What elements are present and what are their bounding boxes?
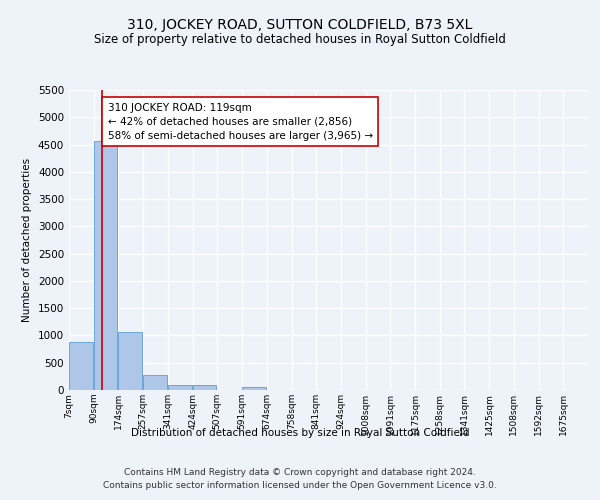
Text: Size of property relative to detached houses in Royal Sutton Coldfield: Size of property relative to detached ho… [94, 32, 506, 46]
Text: Distribution of detached houses by size in Royal Sutton Coldfield: Distribution of detached houses by size … [131, 428, 469, 438]
Y-axis label: Number of detached properties: Number of detached properties [22, 158, 32, 322]
Bar [193, 385, 217, 390]
Bar [242, 386, 266, 390]
Bar [143, 374, 167, 390]
Text: Contains public sector information licensed under the Open Government Licence v3: Contains public sector information licen… [103, 482, 497, 490]
Bar [118, 332, 142, 390]
Bar [94, 142, 118, 390]
Bar [168, 385, 192, 390]
Text: 310 JOCKEY ROAD: 119sqm
← 42% of detached houses are smaller (2,856)
58% of semi: 310 JOCKEY ROAD: 119sqm ← 42% of detache… [107, 102, 373, 141]
Text: Contains HM Land Registry data © Crown copyright and database right 2024.: Contains HM Land Registry data © Crown c… [124, 468, 476, 477]
Text: 310, JOCKEY ROAD, SUTTON COLDFIELD, B73 5XL: 310, JOCKEY ROAD, SUTTON COLDFIELD, B73 … [127, 18, 473, 32]
Bar [69, 342, 93, 390]
